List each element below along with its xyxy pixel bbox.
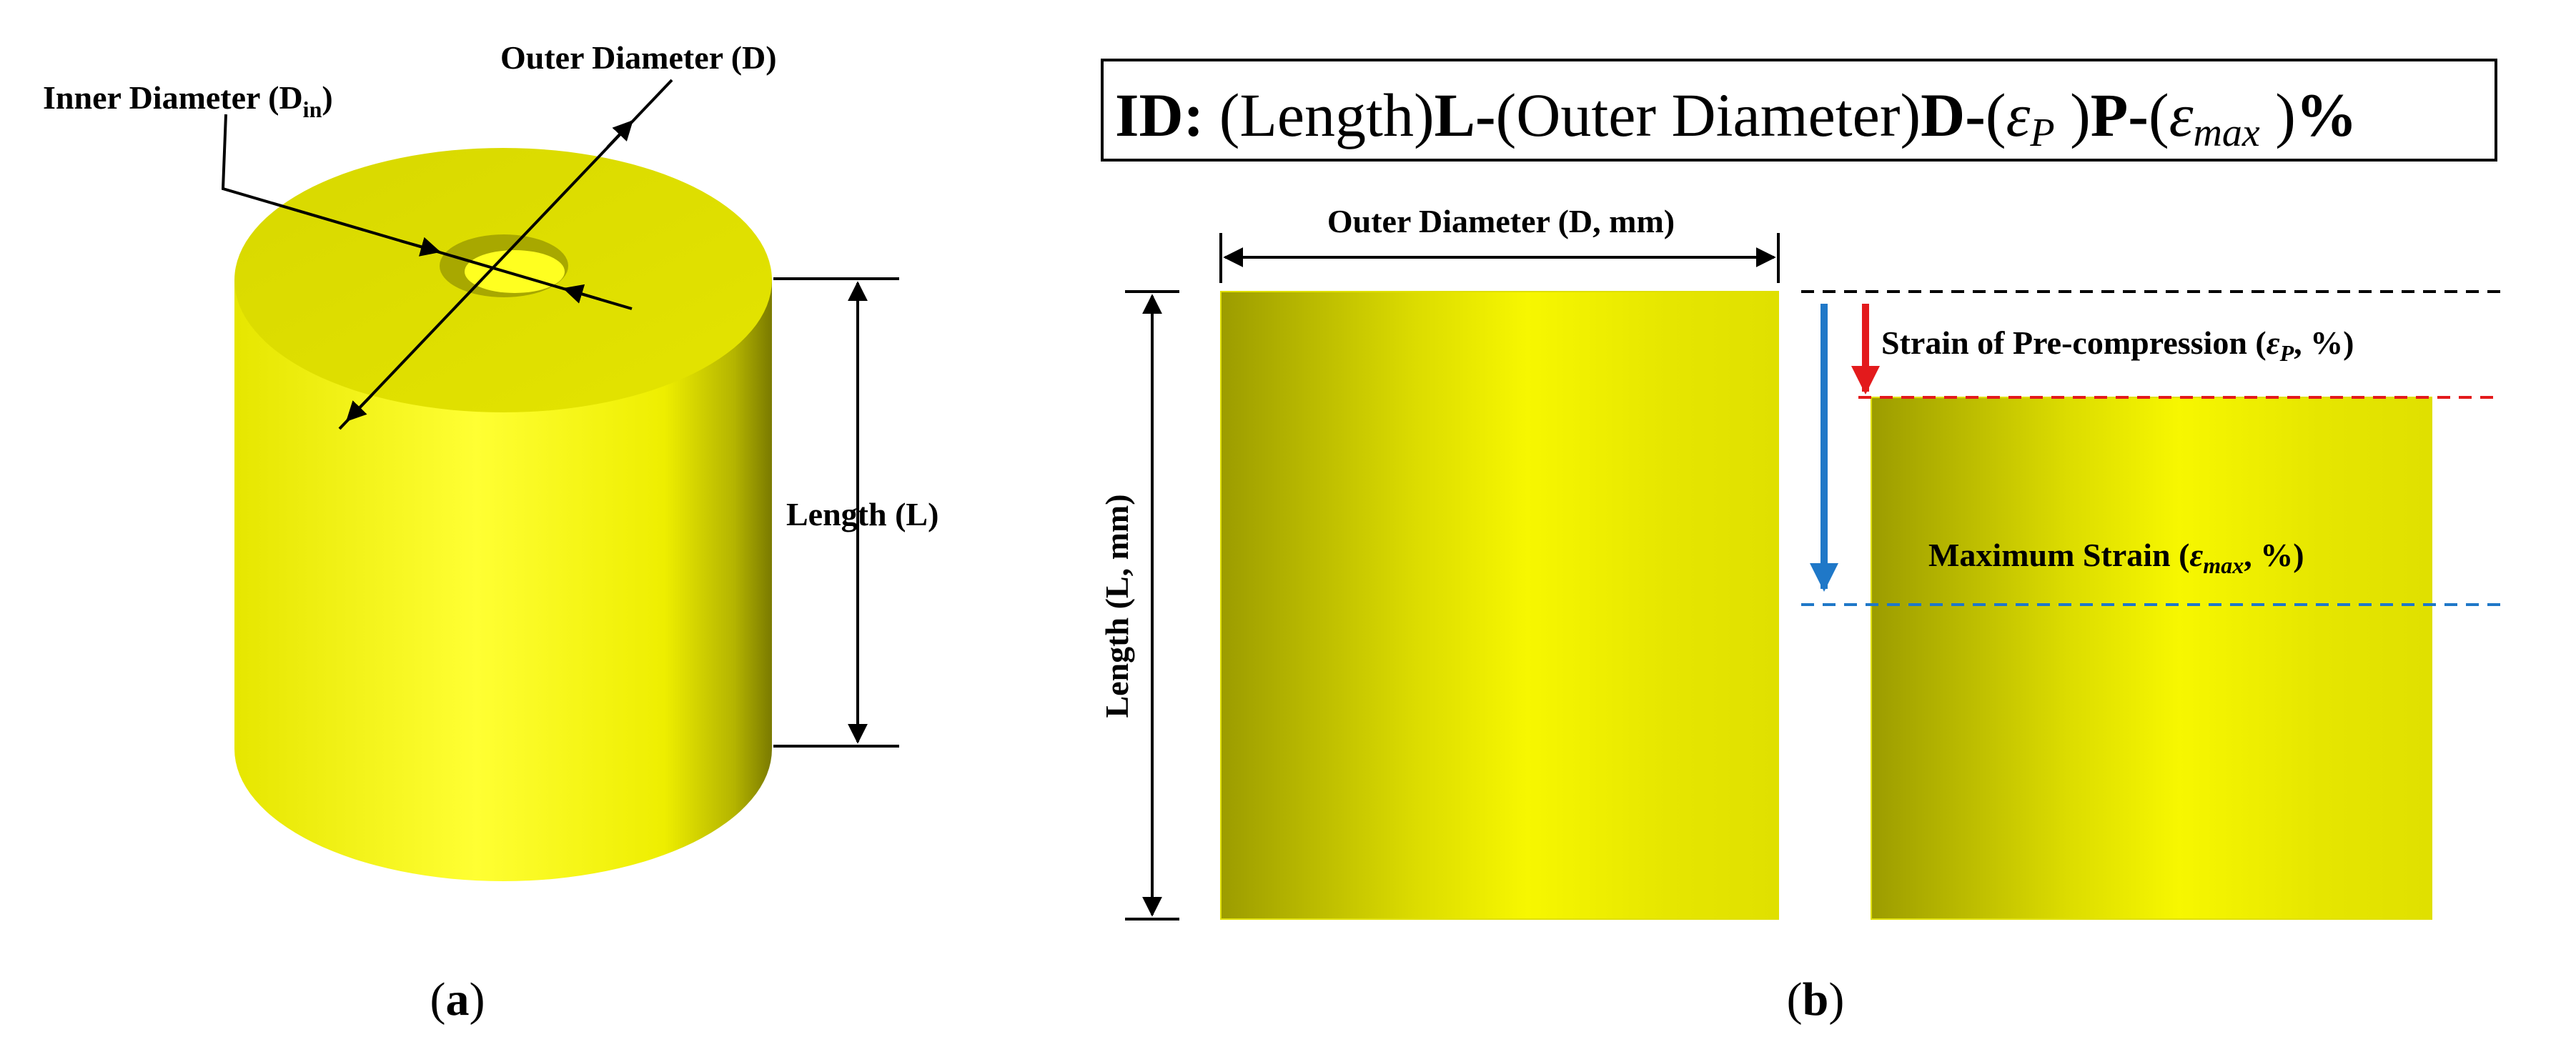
- inner-diameter-label: Inner Diameter (Din): [43, 79, 333, 122]
- inner-diameter-leader: [221, 114, 633, 310]
- cylinder-side: [234, 280, 772, 881]
- panel-a: Outer Diameter (D) Inner Diameter (Din) …: [43, 39, 938, 1026]
- id-format-text: ID: (Length)L-(Outer Diameter)D-(εP )P-(…: [1115, 81, 2357, 155]
- outer-diameter-arrow-b: [606, 119, 633, 149]
- outer-diameter-label-b: Outer Diameter (D, mm): [1327, 203, 1675, 239]
- length-label-a: Length (L): [786, 496, 938, 532]
- specimen-uncompressed: [1220, 291, 1779, 920]
- precompression-label: Strain of Pre-compression (εP, %): [1881, 324, 2354, 366]
- caption-b: (b): [1787, 973, 1845, 1026]
- inner-diameter-arrow-right: [563, 284, 601, 304]
- panel-b: ID: (Length)L-(Outer Diameter)D-(εP )P-(…: [1099, 59, 2502, 1026]
- max-strain-label: Maximum Strain (εmax, %): [1928, 537, 2304, 578]
- outer-diameter-label-a: Outer Diameter (D): [500, 39, 777, 76]
- length-label-b: Length (L, mm): [1099, 494, 1135, 718]
- inner-diameter-arrow-left: [400, 237, 441, 257]
- id-format-box: [1101, 59, 2497, 162]
- specimen-compressed: [1871, 397, 2432, 920]
- outer-diameter-arrow-a: [346, 394, 373, 422]
- caption-a: (a): [430, 973, 485, 1026]
- cylinder-inner-hole-bright: [465, 250, 565, 293]
